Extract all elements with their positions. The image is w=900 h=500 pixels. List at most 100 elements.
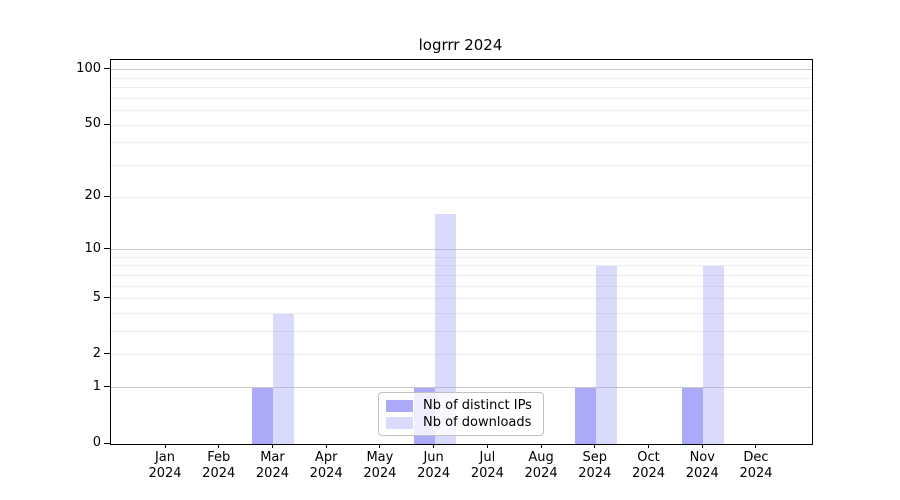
x-tick-label-month: Jan: [154, 450, 176, 465]
minor-gridline: [111, 142, 812, 144]
x-tick-label-month: May: [366, 450, 394, 465]
y-tick-label: 20: [84, 188, 101, 204]
x-tick: [755, 444, 757, 448]
minor-gridline: [111, 298, 812, 300]
x-tick-label-year: 2024: [739, 466, 773, 481]
x-tick: [164, 444, 166, 448]
y-tick: [104, 386, 110, 388]
y-tick-label: 2: [92, 345, 101, 361]
x-tick-label-year: 2024: [631, 466, 666, 481]
minor-gridline: [111, 354, 812, 356]
x-tick-label: Mar 2024: [240, 450, 304, 482]
chart-title: logrrr 2024: [418, 36, 503, 54]
x-tick-label: Dec 2024: [724, 450, 788, 482]
minor-gridline: [111, 124, 812, 126]
y-tick-label: 50: [84, 116, 101, 132]
y-tick-label: 0: [92, 435, 101, 450]
x-tick-label-month: Dec: [743, 450, 769, 465]
legend-item-distinct-ips: Nb of distinct IPs: [386, 398, 535, 413]
minor-gridline: [111, 285, 812, 287]
bar-distinct-ips: [574, 387, 596, 444]
x-tick-label-month: Aug: [528, 450, 554, 465]
minor-gridline: [111, 274, 812, 276]
x-tick-label-year: 2024: [578, 466, 612, 481]
bar-downloads: [434, 214, 456, 444]
legend-item-downloads: Nb of downloads: [386, 415, 535, 430]
x-tick: [433, 444, 435, 448]
minor-gridline: [111, 265, 812, 267]
y-tick-label: 100: [76, 60, 101, 76]
plot-area: [110, 59, 813, 445]
x-tick-label: Sep 2024: [563, 450, 627, 482]
x-tick-label: Jul 2024: [455, 450, 519, 482]
legend-swatch-downloads: [386, 416, 413, 429]
y-tick: [104, 195, 110, 197]
x-tick-label-month: Oct: [637, 450, 660, 465]
bar-distinct-ips: [252, 387, 274, 444]
x-tick: [540, 444, 542, 448]
minor-gridline: [111, 256, 812, 258]
major-gridline: [111, 69, 812, 71]
bar-distinct-ips: [682, 387, 704, 444]
x-tick: [594, 444, 596, 448]
x-tick-label-year: 2024: [309, 466, 343, 481]
minor-gridline: [111, 77, 812, 79]
x-tick-label: Feb 2024: [187, 450, 251, 482]
major-gridline: [111, 387, 812, 389]
x-tick-label-year: 2024: [685, 466, 719, 481]
legend-label-downloads: Nb of downloads: [423, 415, 532, 430]
y-tick: [104, 123, 110, 125]
minor-gridline: [111, 313, 812, 314]
bar-downloads: [595, 265, 617, 444]
x-tick-label-year: 2024: [202, 466, 236, 481]
x-tick: [379, 444, 381, 448]
x-tick-label-month: Nov: [689, 450, 715, 465]
x-tick-label: Jun 2024: [402, 450, 466, 482]
x-tick: [325, 444, 327, 448]
legend-swatch-distinct-ips: [386, 399, 413, 412]
x-tick-label: Apr 2024: [294, 450, 358, 482]
y-tick-label: 10: [84, 240, 101, 256]
x-tick-label: Jan 2024: [133, 450, 197, 482]
x-tick-label-month: Mar: [260, 450, 285, 465]
x-tick-label-month: Apr: [314, 450, 338, 465]
legend-label-distinct-ips: Nb of distinct IPs: [423, 398, 532, 413]
x-tick-label-month: Sep: [582, 450, 608, 465]
legend: Nb of distinct IPs Nb of downloads: [378, 392, 544, 436]
minor-gridline: [111, 165, 812, 167]
major-gridline: [111, 249, 812, 251]
y-tick-label: 5: [92, 289, 101, 305]
minor-gridline: [111, 110, 812, 112]
x-tick: [218, 444, 220, 448]
x-tick-label: Aug 2024: [509, 450, 573, 482]
x-tick-label-month: Jul: [479, 450, 496, 465]
minor-gridline: [111, 196, 812, 198]
x-tick-label-year: 2024: [417, 466, 451, 481]
y-tick: [104, 442, 110, 444]
x-tick-label-year: 2024: [524, 466, 558, 481]
x-tick-label: Oct 2024: [617, 450, 681, 482]
y-tick: [104, 248, 110, 250]
y-tick: [104, 297, 110, 299]
x-tick: [701, 444, 703, 448]
y-tick-label: 1: [92, 378, 101, 394]
bar-downloads: [273, 313, 295, 444]
x-tick-label-month: Feb: [207, 450, 231, 465]
y-tick: [104, 353, 110, 355]
x-tick-label-year: 2024: [148, 466, 182, 481]
minor-gridline: [111, 87, 812, 89]
y-tick: [104, 68, 110, 70]
x-tick-label-month: Jun: [423, 450, 444, 465]
x-tick-label-year: 2024: [255, 466, 289, 481]
x-tick-label: Nov 2024: [670, 450, 734, 482]
x-tick-label: May 2024: [348, 450, 412, 482]
minor-gridline: [111, 331, 812, 333]
x-tick: [486, 444, 488, 448]
x-tick: [271, 444, 273, 448]
x-tick-label-year: 2024: [470, 466, 504, 481]
bar-downloads: [703, 265, 725, 444]
x-tick-label-year: 2024: [363, 466, 397, 481]
minor-gridline: [111, 97, 812, 99]
x-tick: [648, 444, 650, 448]
